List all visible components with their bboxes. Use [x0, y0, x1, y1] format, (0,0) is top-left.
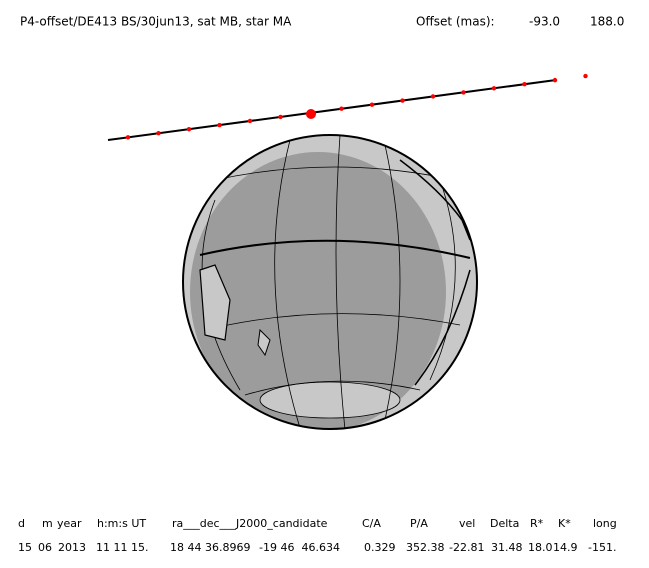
track-dot — [491, 86, 497, 91]
table-header: m — [42, 517, 53, 530]
table-cell: -151. — [588, 541, 616, 554]
table-header: P/A — [410, 517, 428, 530]
table-header: Delta — [490, 517, 519, 530]
table-cell: 0.329 — [364, 541, 396, 554]
track-dot — [247, 118, 253, 124]
table-header: C/A — [362, 517, 381, 530]
table-cell: 31.48 — [491, 541, 523, 554]
table-header: vel — [459, 517, 475, 530]
table-cell: 14.9 — [553, 541, 578, 554]
table-cell: 15 — [18, 541, 32, 554]
track-dot — [461, 90, 466, 95]
track-dot — [430, 94, 436, 99]
table-header: K* — [558, 517, 571, 530]
title: P4-offset/DE413 BS/30jun13, sat MB, star… — [20, 15, 292, 29]
track-dot — [156, 131, 161, 136]
track-dot — [339, 106, 344, 111]
table-header: year — [57, 517, 82, 530]
table-header: ra___dec___J2000_candidate — [172, 517, 328, 530]
table-cell: 18 44 36.8969 — [170, 541, 250, 554]
table-cell: -22.81 — [449, 541, 484, 554]
table-header: h:m:s UT — [97, 517, 146, 530]
offset-value: -93.0 — [529, 15, 560, 29]
track-dot — [278, 114, 283, 120]
offset-value: 188.0 — [590, 15, 624, 29]
track-dots — [125, 73, 588, 140]
table-cell: 2013 — [58, 541, 86, 554]
table-cell: 06 — [38, 541, 52, 554]
table-cell: 352.38 — [406, 541, 445, 554]
table-cell: -19 46 46.634 — [259, 541, 340, 554]
table-header: R* — [530, 517, 544, 530]
track-dot — [583, 73, 588, 79]
table-header: long — [593, 517, 617, 530]
track-dot — [186, 126, 192, 132]
table-cell: 11 11 15. — [96, 541, 148, 554]
table-cell: 18.0 — [528, 541, 553, 554]
track-dot — [400, 98, 405, 103]
globe — [182, 134, 478, 430]
track-dot — [308, 110, 314, 116]
offset-label: Offset (mas): — [416, 15, 495, 29]
track-dot — [217, 122, 222, 128]
track-dot — [522, 82, 527, 87]
track-dot — [125, 135, 131, 140]
track-dot — [552, 77, 558, 83]
track-dot — [369, 102, 375, 107]
table-header: d — [18, 517, 25, 530]
